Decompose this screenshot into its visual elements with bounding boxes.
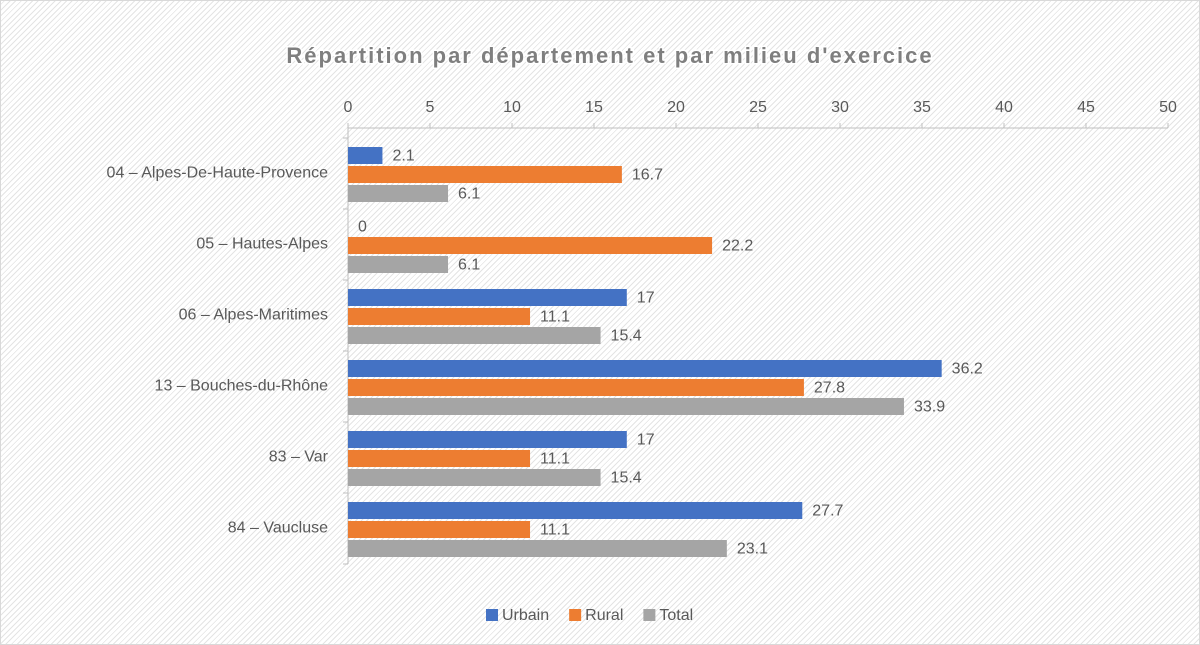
y-tick-label: 06 – Alpes-Maritimes bbox=[179, 307, 328, 324]
legend-swatch bbox=[486, 609, 498, 621]
y-tick-label: 05 – Hautes-Alpes bbox=[196, 236, 328, 253]
bar bbox=[348, 308, 531, 325]
x-tick-label: 10 bbox=[503, 99, 521, 116]
data-label: 23.1 bbox=[737, 541, 768, 558]
chart-title: Répartition par département et par milie… bbox=[286, 43, 933, 68]
bar bbox=[348, 237, 713, 254]
data-label: 0 bbox=[358, 219, 367, 236]
y-tick-label: 84 – Vaucluse bbox=[228, 520, 328, 537]
bar bbox=[348, 360, 942, 377]
x-tick-label: 35 bbox=[913, 99, 931, 116]
x-tick-label: 50 bbox=[1159, 99, 1177, 116]
x-tick-label: 25 bbox=[749, 99, 767, 116]
data-label: 15.4 bbox=[611, 328, 642, 345]
data-label: 11.1 bbox=[540, 309, 570, 326]
legend-label: Total bbox=[659, 607, 693, 624]
bar bbox=[348, 379, 804, 396]
legend-swatch bbox=[569, 609, 582, 621]
x-tick-label: 15 bbox=[585, 99, 603, 116]
bar bbox=[348, 256, 449, 273]
bar bbox=[348, 450, 531, 467]
legend-label: Rural bbox=[585, 607, 623, 624]
data-label: 16.7 bbox=[632, 167, 663, 184]
y-tick-label: 04 – Alpes-De-Haute-Provence bbox=[107, 165, 329, 182]
data-label: 15.4 bbox=[611, 470, 642, 487]
y-tick-label: 83 – Var bbox=[269, 449, 329, 466]
legend-swatch bbox=[643, 609, 656, 621]
bar bbox=[348, 431, 627, 448]
x-tick-label: 0 bbox=[344, 99, 353, 116]
legend-label: Urbain bbox=[502, 607, 549, 624]
bar bbox=[348, 502, 803, 519]
x-tick-label: 30 bbox=[831, 99, 849, 116]
data-label: 27.8 bbox=[814, 380, 845, 397]
bar bbox=[348, 289, 627, 306]
x-tick-label: 40 bbox=[995, 99, 1013, 116]
bar bbox=[348, 540, 727, 557]
bar bbox=[348, 147, 383, 164]
data-label: 22.2 bbox=[722, 238, 753, 255]
data-label: 36.2 bbox=[952, 361, 983, 378]
bar bbox=[348, 185, 449, 202]
x-tick-label: 5 bbox=[426, 99, 435, 116]
data-label: 27.7 bbox=[812, 503, 843, 520]
bar bbox=[348, 327, 601, 344]
data-label: 11.1 bbox=[540, 522, 570, 539]
data-label: 17 bbox=[637, 432, 655, 449]
x-tick-label: 20 bbox=[667, 99, 685, 116]
bar bbox=[348, 469, 601, 486]
bar bbox=[348, 521, 531, 538]
data-label: 33.9 bbox=[914, 399, 945, 416]
data-label: 11.1 bbox=[540, 451, 570, 468]
data-label: 6.1 bbox=[458, 257, 480, 274]
y-tick-label: 13 – Bouches-du-Rhône bbox=[155, 378, 329, 395]
data-label: 6.1 bbox=[458, 186, 480, 203]
bar bbox=[348, 166, 622, 183]
data-label: 2.1 bbox=[392, 148, 414, 165]
bar bbox=[348, 398, 904, 415]
data-label: 17 bbox=[637, 290, 655, 307]
x-tick-label: 45 bbox=[1077, 99, 1095, 116]
